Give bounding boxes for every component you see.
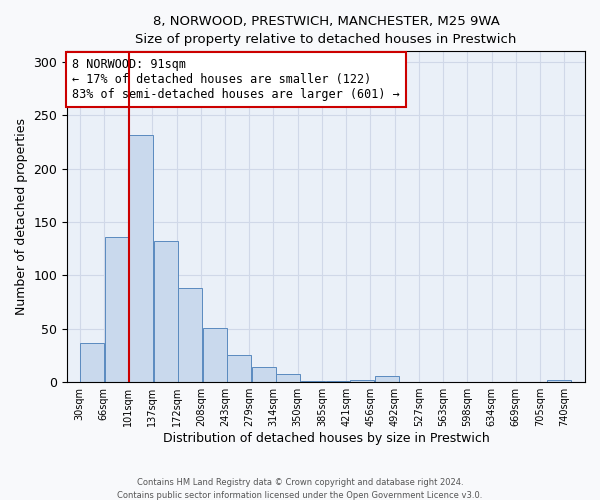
- Bar: [129, 134, 153, 382]
- Bar: [277, 374, 300, 382]
- Title: 8, NORWOOD, PRESTWICH, MANCHESTER, M25 9WA
Size of property relative to detached: 8, NORWOOD, PRESTWICH, MANCHESTER, M25 9…: [136, 15, 517, 46]
- X-axis label: Distribution of detached houses by size in Prestwich: Distribution of detached houses by size …: [163, 432, 490, 445]
- Bar: [178, 288, 202, 382]
- Bar: [203, 328, 227, 382]
- Bar: [375, 376, 398, 382]
- Y-axis label: Number of detached properties: Number of detached properties: [15, 118, 28, 315]
- Bar: [326, 381, 349, 382]
- Bar: [154, 241, 178, 382]
- Bar: [252, 367, 276, 382]
- Bar: [301, 381, 325, 382]
- Bar: [227, 356, 251, 382]
- Bar: [80, 342, 104, 382]
- Text: Contains HM Land Registry data © Crown copyright and database right 2024.
Contai: Contains HM Land Registry data © Crown c…: [118, 478, 482, 500]
- Text: 8 NORWOOD: 91sqm
← 17% of detached houses are smaller (122)
83% of semi-detached: 8 NORWOOD: 91sqm ← 17% of detached house…: [73, 58, 400, 101]
- Bar: [350, 380, 374, 382]
- Bar: [547, 380, 571, 382]
- Bar: [105, 237, 128, 382]
